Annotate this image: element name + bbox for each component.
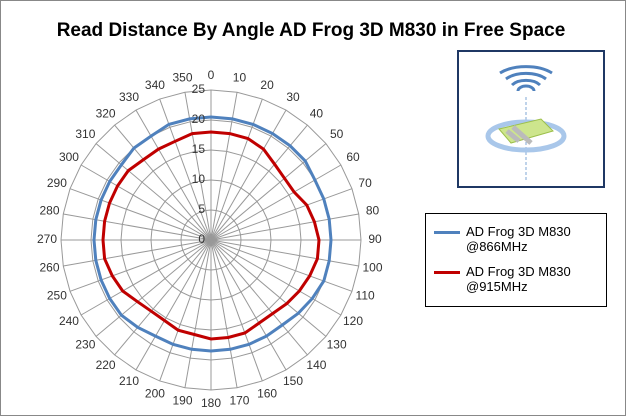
angle-label: 230: [75, 338, 95, 352]
r-tick-label: 0: [198, 232, 205, 246]
angle-label: 130: [327, 338, 347, 352]
spoke: [184, 92, 212, 241]
spoke: [210, 239, 342, 316]
spoke: [184, 239, 212, 388]
legend-swatch: [434, 271, 460, 274]
angle-label: 340: [145, 78, 165, 92]
spoke: [210, 98, 263, 241]
spoke: [210, 239, 353, 292]
angle-label: 110: [356, 288, 375, 302]
r-tick-label: 5: [198, 202, 205, 216]
angle-label: 210: [119, 374, 139, 388]
angle-label: 80: [366, 204, 380, 218]
spoke: [210, 239, 308, 356]
angle-label: 120: [343, 314, 363, 328]
angle-label: 190: [173, 394, 193, 408]
angle-label: 40: [310, 107, 324, 121]
angle-label: 220: [96, 358, 116, 372]
r-tick-label: 20: [192, 112, 206, 126]
legend: AD Frog 3D M830 @866MHz AD Frog 3D M830 @…: [425, 213, 607, 307]
spoke: [95, 143, 212, 241]
series-line: [101, 130, 321, 341]
angle-label: 310: [75, 127, 95, 141]
r-tick-label: 25: [192, 82, 206, 96]
series-line: [92, 115, 333, 353]
legend-entry: AD Frog 3D M830 @866MHz: [434, 224, 598, 254]
angle-label: 70: [358, 176, 372, 190]
angle-label: 330: [119, 90, 139, 104]
angle-label: 350: [173, 71, 193, 85]
spoke: [80, 239, 212, 316]
spoke: [95, 239, 212, 337]
legend-label: AD Frog 3D M830 @915MHz: [466, 264, 571, 294]
angle-label: 200: [145, 386, 165, 400]
spoke: [69, 188, 212, 241]
legend-swatch: [434, 231, 460, 234]
angle-label: 10: [233, 71, 247, 85]
icon: [457, 50, 605, 188]
spoke: [210, 109, 287, 241]
spoke: [210, 239, 287, 371]
angle-label: 160: [257, 386, 277, 400]
spoke: [210, 239, 327, 337]
spoke: [210, 213, 359, 241]
spoke: [114, 124, 212, 241]
legend-label: AD Frog 3D M830 @866MHz: [466, 224, 571, 254]
r-tick-label: 15: [192, 142, 206, 156]
spoke: [135, 239, 212, 371]
angle-label: 150: [283, 374, 303, 388]
angle-label: 260: [39, 261, 59, 275]
spoke: [159, 98, 212, 241]
angle-label: 100: [362, 261, 382, 275]
angle-label: 300: [59, 150, 79, 164]
spoke: [210, 92, 238, 241]
angle-label: 320: [96, 107, 116, 121]
spoke: [210, 164, 342, 241]
spoke: [69, 239, 212, 292]
angle-label: 50: [330, 127, 344, 141]
spoke: [159, 239, 212, 382]
angle-label: 170: [229, 394, 249, 408]
angle-label: 180: [201, 396, 221, 410]
angle-label: 0: [208, 68, 215, 82]
angle-label: 280: [39, 204, 59, 218]
spoke: [210, 143, 327, 241]
spoke: [114, 239, 212, 356]
angle-label: 140: [306, 358, 326, 372]
angle-label: 270: [37, 232, 57, 246]
spoke: [210, 239, 238, 388]
spoke: [210, 124, 308, 241]
spoke: [210, 239, 359, 267]
angle-label: 90: [368, 232, 382, 246]
angle-label: 20: [260, 78, 274, 92]
legend-entry: AD Frog 3D M830 @915MHz: [434, 264, 598, 294]
angle-label: 250: [47, 288, 67, 302]
angle-label: 30: [286, 90, 300, 104]
r-tick-label: 10: [192, 172, 206, 186]
spoke: [80, 164, 212, 241]
angle-label: 60: [346, 150, 360, 164]
angle-label: 240: [59, 314, 79, 328]
spoke: [210, 239, 263, 382]
spoke: [63, 213, 212, 241]
chart-title: Read Distance By Angle AD Frog 3D M830 i…: [57, 20, 566, 41]
spoke: [135, 109, 212, 241]
spoke: [210, 188, 353, 241]
spoke: [63, 239, 212, 267]
angle-label: 290: [47, 176, 67, 190]
